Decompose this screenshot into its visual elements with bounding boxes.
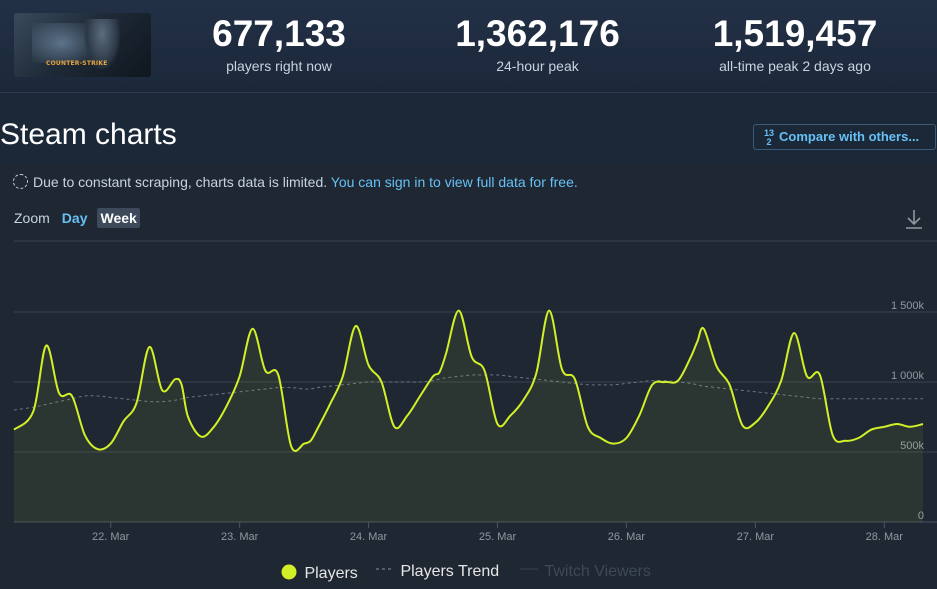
chart-panel <box>0 164 937 589</box>
zoom-controls: Zoom Day Week <box>14 208 140 228</box>
zoom-label: Zoom <box>14 210 50 226</box>
stat-current-value: 677,133 <box>212 13 346 54</box>
sign-in-link[interactable]: You can sign in to view full data for fr… <box>330 174 578 190</box>
x-tick-label: 22. Mar <box>92 531 130 543</box>
logo-brand: COUNTER-STRIKE <box>46 60 108 67</box>
x-tick-label: 24. Mar <box>350 531 388 543</box>
stat-alltime-peak: 1,519,457 all-time peak 2 days ago <box>700 12 890 76</box>
dashed-circle-icon <box>13 174 28 189</box>
legend-trend-line-icon <box>376 568 394 570</box>
legend-twitch-line-icon <box>520 568 538 570</box>
data-limit-notice: Due to constant scraping, charts data is… <box>13 174 578 190</box>
zoom-week-button[interactable]: Week <box>97 208 140 228</box>
compare-button-label: Compare with others... <box>779 129 920 144</box>
page-title: Steam charts <box>0 118 177 151</box>
stat-current-label: players right now <box>226 58 332 74</box>
series-players <box>13 309 924 452</box>
stat-24h-peak-label: 24-hour peak <box>496 58 579 74</box>
legend-players-label: Players <box>304 565 358 582</box>
legend-trend-label: Players Trend <box>400 563 500 580</box>
x-tick-label: 27. Mar <box>737 531 775 543</box>
x-tick-label: 25. Mar <box>479 531 517 543</box>
fraction-icon: 13 2 <box>764 127 775 147</box>
stat-alltime-peak-value: 1,519,457 <box>712 13 878 54</box>
game-logo[interactable]: COUNTER-STRIKE <box>14 13 151 77</box>
stat-alltime-peak-label: all-time peak 2 days ago <box>719 58 871 74</box>
stat-24h-peak-value: 1,362,176 <box>455 13 620 54</box>
legend-twitch-label: Twitch Viewers <box>544 563 651 580</box>
y-tick-label: 1 500k <box>891 300 925 312</box>
stat-24h-peak: 1,362,176 24-hour peak <box>445 12 630 76</box>
y-tick-label: 500k <box>900 440 924 452</box>
legend-twitch[interactable]: Twitch Viewers <box>520 563 651 581</box>
legend-trend[interactable]: Players Trend <box>376 563 499 581</box>
players-chart: 0 500k 1 000k 1 500k 22. Mar 23. Mar 24. Mar 25… <box>13 240 937 543</box>
x-tick-label: 23. Mar <box>221 531 259 543</box>
download-icon[interactable] <box>904 208 924 230</box>
zoom-day-button[interactable]: Day <box>61 210 88 226</box>
chart-legend: Players Players Trend Twitch Viewers <box>0 563 937 585</box>
compare-button[interactable]: 13 2 Compare with others... <box>753 124 936 150</box>
y-tick-label: 0 <box>918 510 924 522</box>
x-tick-label: 26. Mar <box>608 531 646 543</box>
logo-soldier <box>84 19 120 69</box>
legend-players[interactable]: Players <box>280 563 358 583</box>
logo-glow <box>32 23 92 63</box>
legend-players-marker-icon <box>281 564 297 580</box>
stat-current: 677,133 players right now <box>205 12 353 76</box>
notice-text: Due to constant scraping, charts data is… <box>33 174 328 190</box>
stats-header: COUNTER-STRIKE 677,133 players right now… <box>0 0 937 93</box>
series-players-area <box>14 310 923 522</box>
y-tick-label: 1 000k <box>891 370 925 382</box>
x-tick-label: 28. Mar <box>866 531 904 543</box>
